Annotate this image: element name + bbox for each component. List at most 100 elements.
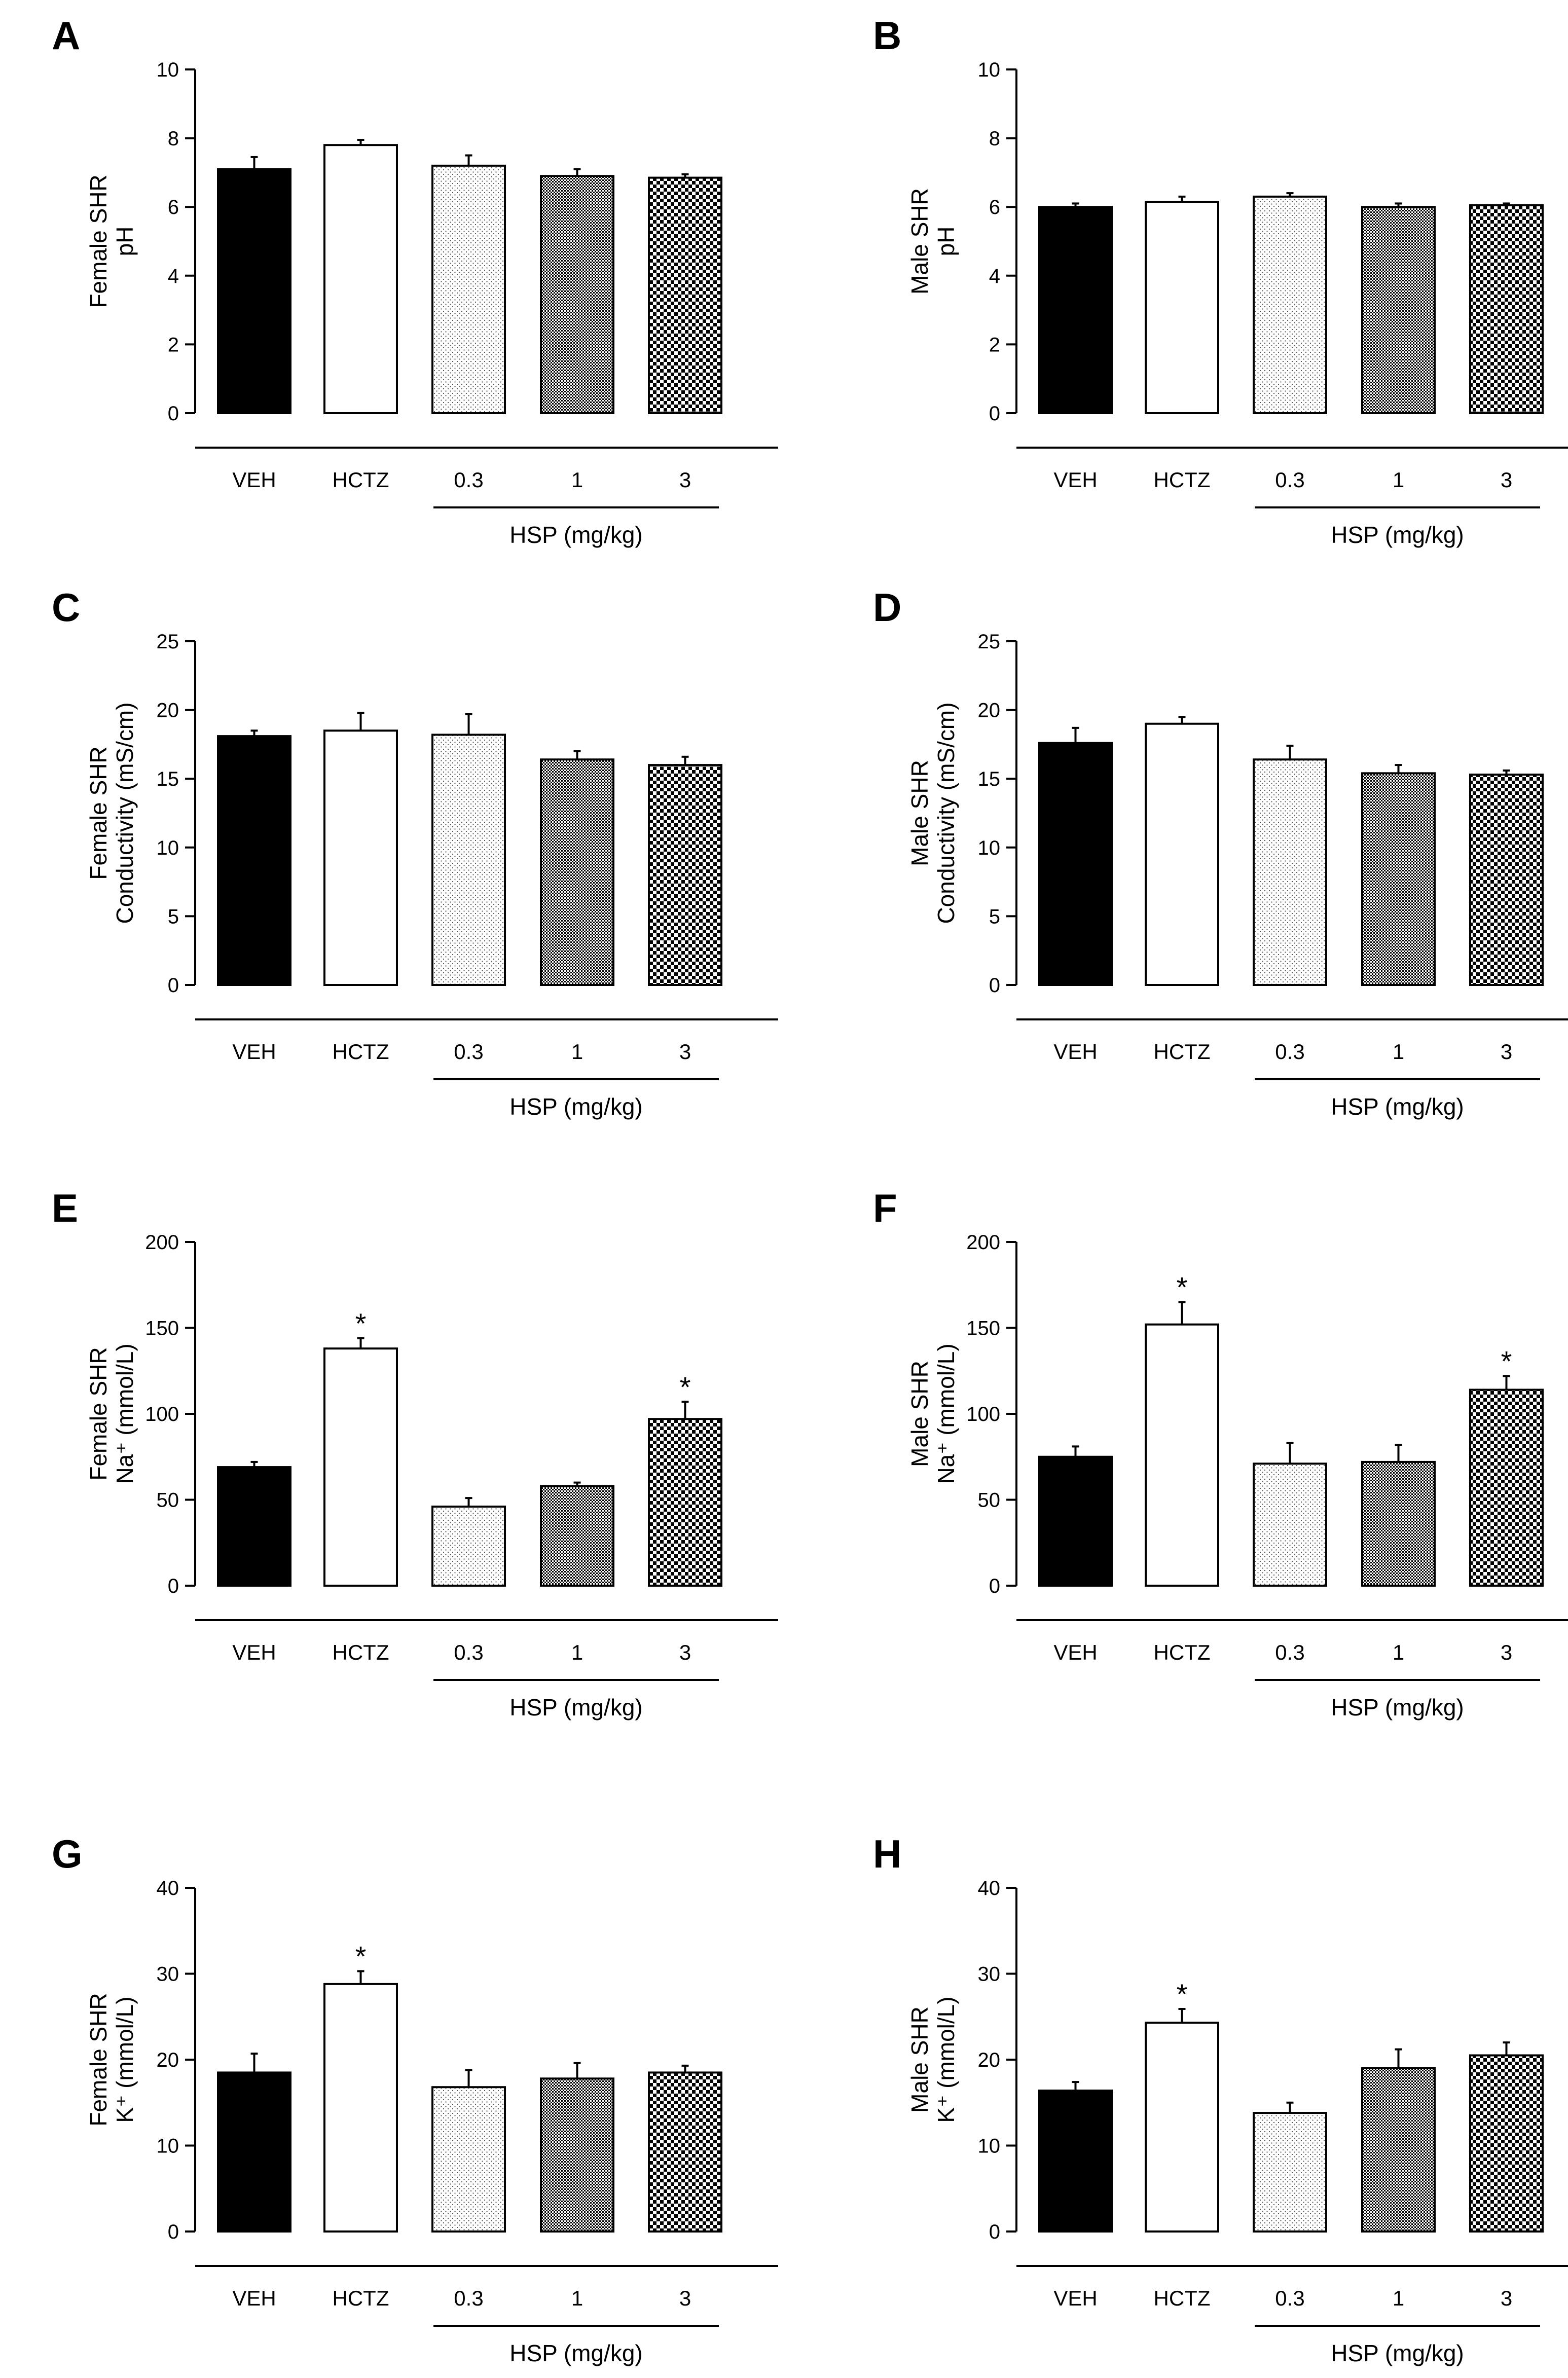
panel-a-group-label: HSP (mg/kg) xyxy=(509,522,642,548)
panel-h-category-3: 1 xyxy=(1393,2286,1404,2310)
panel-g-category-2: 0.3 xyxy=(454,2286,483,2310)
panel-a-category-2: 0.3 xyxy=(454,468,483,492)
panel-d-category-1: HCTZ xyxy=(1154,1040,1211,1064)
panel-d-bar-2 xyxy=(1253,758,1327,986)
panel-c: C 0 5 10 15 20 25 Female SHRConductivity (mS/cm… xyxy=(52,585,778,1120)
panel-h-y-title: Male SHRK⁺ (mmol/L) xyxy=(906,1996,959,2123)
panel-f-category-1: HCTZ xyxy=(1154,1640,1211,1664)
panel-c-y-title-line-1: Conductivity (mS/cm) xyxy=(112,702,138,924)
panel-a-ytick-label-4: 8 xyxy=(168,128,179,150)
panel-h-category-1: HCTZ xyxy=(1154,2286,1211,2310)
panel-e-category-4: 3 xyxy=(679,1640,691,1664)
panel-h-y-title-line-1: K⁺ (mmol/L) xyxy=(933,1996,959,2123)
panel-b-category-3: 1 xyxy=(1393,468,1404,492)
panel-a-letter: A xyxy=(52,13,80,58)
panel-a-ytick-label-0: 0 xyxy=(168,403,179,425)
panel-f-y-title-line-1: Na⁺ (mmol/L) xyxy=(933,1343,959,1484)
panel-e-bar-2 xyxy=(431,1506,506,1587)
panel-a-ytick-label-3: 6 xyxy=(168,196,179,218)
panel-b: B 0 2 4 6 8 10 Male SHRpH VEH HCTZ 0.3 1 3 HSP (mg/kg… xyxy=(873,13,1568,548)
panel-f-ytick-label-3: 150 xyxy=(966,1318,1000,1340)
panel-a-category-3: 1 xyxy=(571,468,583,492)
panel-a-ytick-label-5: 10 xyxy=(157,59,179,81)
panel-b-y-title-line-1: pH xyxy=(933,227,959,257)
panel-c-bar-2 xyxy=(431,734,506,986)
panel-f-bar-2 xyxy=(1253,1462,1327,1587)
panel-f-sig-1: * xyxy=(1177,1271,1188,1303)
panel-h-bar-2 xyxy=(1253,2112,1327,2233)
panel-e-y-title-line-0: Female SHR xyxy=(85,1347,112,1480)
panel-e-bar-3 xyxy=(540,1485,614,1587)
panel-b-bar-2 xyxy=(1253,195,1327,414)
panel-e-ytick-label-4: 200 xyxy=(145,1231,179,1254)
panel-g-letter: G xyxy=(52,1832,83,1876)
panel-b-ytick-label-4: 8 xyxy=(989,128,1000,150)
panel-f-y-title-line-0: Male SHR xyxy=(906,1361,933,1467)
panel-e-group-label: HSP (mg/kg) xyxy=(509,1694,642,1721)
panel-a-ytick-label-1: 2 xyxy=(168,334,179,356)
panel-b-category-0: VEH xyxy=(1053,468,1097,492)
panel-g-ytick-label-0: 0 xyxy=(168,2221,179,2243)
panel-f-ytick-label-1: 50 xyxy=(978,1489,1001,1512)
panel-b-bar-3 xyxy=(1361,206,1436,414)
panel-d-letter: D xyxy=(873,585,901,630)
panel-d-ytick-label-3: 15 xyxy=(978,768,1001,790)
panel-g-category-4: 3 xyxy=(679,2286,691,2310)
panel-b-category-2: 0.3 xyxy=(1275,468,1304,492)
panel-g-category-3: 1 xyxy=(571,2286,583,2310)
panel-f-letter: F xyxy=(873,1186,897,1230)
panel-h-sig-1: * xyxy=(1177,1978,1188,2010)
panel-h-y-title-line-0: Male SHR xyxy=(906,2006,933,2113)
panel-c-category-3: 1 xyxy=(571,1040,583,1064)
panel-e-bar-4 xyxy=(648,1418,722,1587)
panel-c-ytick-label-0: 0 xyxy=(168,974,179,997)
panel-a: A 0 2 4 6 8 10 Female SHRpH VEH HCTZ 0.3 1 3 HSP (mg/… xyxy=(52,13,778,548)
panel-f-bar-0 xyxy=(1038,1455,1113,1587)
panel-f-ytick-label-4: 200 xyxy=(966,1231,1000,1254)
panel-d-category-4: 3 xyxy=(1501,1040,1512,1064)
panel-a-category-0: VEH xyxy=(232,468,276,492)
panel-b-y-title: Male SHRpH xyxy=(906,188,959,295)
panel-d-bar-3 xyxy=(1361,772,1436,986)
panel-h-category-0: VEH xyxy=(1053,2286,1097,2310)
panel-g-bar-1 xyxy=(323,1983,398,2233)
panel-c-category-1: HCTZ xyxy=(333,1040,389,1064)
panel-g-ytick-label-4: 40 xyxy=(157,1877,179,1899)
panel-e-sig-4: * xyxy=(680,1371,691,1403)
panel-a-ytick-label-2: 4 xyxy=(168,265,179,287)
panel-c-ytick-label-4: 20 xyxy=(157,700,179,722)
panel-f-category-3: 1 xyxy=(1393,1640,1404,1664)
panel-f-category-0: VEH xyxy=(1053,1640,1097,1664)
panel-b-bar-1 xyxy=(1145,201,1219,414)
panel-b-ytick-label-3: 6 xyxy=(989,196,1000,218)
panel-e-y-title-line-1: Na⁺ (mmol/L) xyxy=(112,1343,138,1484)
panel-e-bar-0 xyxy=(217,1466,291,1587)
panel-e-ytick-label-3: 150 xyxy=(145,1318,179,1340)
panel-d-ytick-label-5: 25 xyxy=(978,631,1001,653)
panel-e-category-3: 1 xyxy=(571,1640,583,1664)
panel-c-category-0: VEH xyxy=(232,1040,276,1064)
panel-h-ytick-label-3: 30 xyxy=(978,1963,1001,1986)
panel-d-bar-1 xyxy=(1145,722,1219,986)
panel-d-category-3: 1 xyxy=(1393,1040,1404,1064)
panel-d-ytick-label-0: 0 xyxy=(989,974,1000,997)
panel-a-y-title: Female SHRpH xyxy=(85,174,138,308)
panel-f-bar-3 xyxy=(1361,1460,1436,1587)
panel-e-bar-1 xyxy=(323,1347,398,1587)
panel-h-ytick-label-1: 10 xyxy=(978,2135,1001,2157)
panel-c-bar-1 xyxy=(323,729,398,986)
panel-g-category-0: VEH xyxy=(232,2286,276,2310)
panel-e-category-2: 0.3 xyxy=(454,1640,483,1664)
panel-h-bar-0 xyxy=(1038,2090,1113,2233)
panel-f-y-title: Male SHRNa⁺ (mmol/L) xyxy=(906,1343,959,1484)
panel-d-y-title-line-1: Conductivity (mS/cm) xyxy=(933,702,959,924)
panel-e-ytick-label-0: 0 xyxy=(168,1575,179,1597)
panel-b-y-title-line-0: Male SHR xyxy=(906,188,933,295)
panel-b-category-1: HCTZ xyxy=(1154,468,1211,492)
panel-b-letter: B xyxy=(873,13,901,58)
panel-c-category-2: 0.3 xyxy=(454,1040,483,1064)
panel-d-y-title-line-0: Male SHR xyxy=(906,760,933,866)
panel-c-y-title-line-0: Female SHR xyxy=(85,746,112,880)
panel-h-bar-4 xyxy=(1469,2054,1544,2233)
